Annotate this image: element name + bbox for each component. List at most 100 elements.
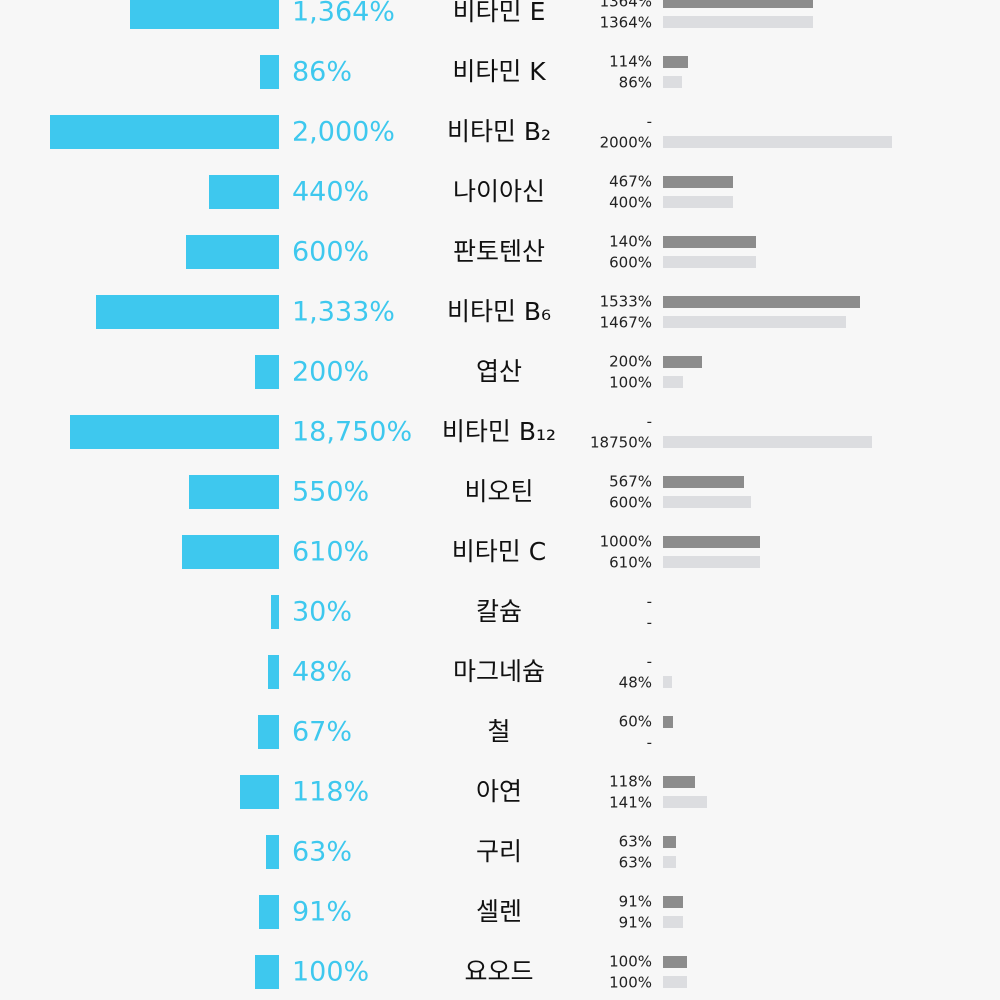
- amount-bar: [258, 715, 279, 749]
- amount-percent: 63%: [292, 837, 352, 868]
- bottom-percent: 2000%: [600, 134, 652, 152]
- bottom-percent: 600%: [609, 494, 652, 512]
- bottom-percent: 91%: [619, 914, 652, 932]
- nutrient-name: 비타민 E: [453, 0, 546, 26]
- nutrient-name: 칼슘: [476, 597, 522, 626]
- amount-percent: 48%: [292, 657, 352, 688]
- top-bar: [663, 956, 687, 968]
- bottom-percent: 86%: [619, 74, 652, 92]
- amount-percent: 610%: [292, 537, 369, 568]
- top-percent: 114%: [609, 53, 652, 71]
- nutrient-name: 구리: [476, 837, 522, 866]
- top-percent: 63%: [619, 833, 652, 851]
- amount-percent: 1,364%: [292, 0, 395, 28]
- amount-percent: 86%: [292, 57, 352, 88]
- amount-bar: [130, 0, 279, 29]
- bottom-percent: 141%: [609, 794, 652, 812]
- top-bar: [663, 0, 813, 8]
- top-percent: 100%: [609, 953, 652, 971]
- top-bar: [663, 356, 702, 368]
- nutrient-name: 비타민 B₆: [447, 297, 551, 326]
- amount-percent: 30%: [292, 597, 352, 628]
- bottom-percent: 600%: [609, 254, 652, 272]
- top-bar: [663, 296, 860, 308]
- top-percent: -: [647, 113, 652, 131]
- amount-percent: 100%: [292, 957, 369, 988]
- nutrient-name: 엽산: [476, 357, 522, 386]
- bottom-bar: [663, 76, 682, 88]
- top-bar: [663, 56, 688, 68]
- top-bar: [663, 716, 673, 728]
- nutrient-name: 비타민 B₁₂: [442, 417, 556, 446]
- amount-percent: 550%: [292, 477, 369, 508]
- bottom-bar: [663, 16, 813, 28]
- bottom-percent: -: [647, 614, 652, 632]
- nutrient-name: 마그네슘: [453, 657, 545, 686]
- top-percent: 1533%: [600, 293, 652, 311]
- top-percent: 118%: [609, 773, 652, 791]
- top-percent: 140%: [609, 233, 652, 251]
- amount-bar: [50, 115, 279, 149]
- nutrient-name: 비타민 B₂: [447, 117, 551, 146]
- top-percent: -: [647, 593, 652, 611]
- amount-bar: [189, 475, 279, 509]
- nutrient-name: 아연: [476, 777, 522, 806]
- bottom-percent: 63%: [619, 854, 652, 872]
- amount-bar: [255, 355, 279, 389]
- top-bar: [663, 536, 760, 548]
- amount-percent: 18,750%: [292, 417, 412, 448]
- amount-percent: 2,000%: [292, 117, 395, 148]
- bottom-bar: [663, 196, 733, 208]
- bottom-bar: [663, 496, 751, 508]
- amount-percent: 118%: [292, 777, 369, 808]
- bottom-bar: [663, 316, 846, 328]
- nutrient-name: 비오틴: [464, 477, 533, 506]
- nutrient-name: 비타민 C: [452, 537, 546, 566]
- nutrient-name: 판토텐산: [453, 237, 545, 266]
- amount-bar: [182, 535, 279, 569]
- bottom-bar: [663, 676, 672, 688]
- bottom-percent: 1364%: [600, 14, 652, 32]
- top-percent: 200%: [609, 353, 652, 371]
- bottom-percent: 100%: [609, 974, 652, 992]
- amount-bar: [96, 295, 279, 329]
- bottom-bar: [663, 976, 687, 988]
- bottom-percent: 1467%: [600, 314, 652, 332]
- top-bar: [663, 836, 676, 848]
- top-percent: -: [647, 413, 652, 431]
- bottom-percent: 100%: [609, 374, 652, 392]
- amount-percent: 440%: [292, 177, 369, 208]
- amount-bar: [186, 235, 279, 269]
- top-percent: 1000%: [600, 533, 652, 551]
- top-percent: 1364%: [600, 0, 652, 11]
- nutrient-name: 비타민 K: [452, 57, 546, 86]
- top-bar: [663, 896, 683, 908]
- amount-bar: [240, 775, 279, 809]
- amount-percent: 200%: [292, 357, 369, 388]
- bottom-percent: 610%: [609, 554, 652, 572]
- amount-bar: [271, 595, 279, 629]
- amount-bar: [268, 655, 279, 689]
- nutrient-name: 요오드: [464, 957, 533, 986]
- bottom-bar: [663, 436, 872, 448]
- amount-bar: [266, 835, 279, 869]
- amount-bar: [209, 175, 279, 209]
- top-percent: 60%: [619, 713, 652, 731]
- bottom-bar: [663, 856, 676, 868]
- bottom-percent: 18750%: [590, 434, 652, 452]
- amount-percent: 600%: [292, 237, 369, 268]
- amount-bar: [259, 895, 279, 929]
- bottom-bar: [663, 136, 892, 148]
- amount-bar: [255, 955, 279, 989]
- bottom-bar: [663, 256, 756, 268]
- nutrient-name: 철: [487, 717, 510, 746]
- bottom-percent: -: [647, 734, 652, 752]
- top-bar: [663, 176, 733, 188]
- bottom-percent: 400%: [609, 194, 652, 212]
- top-percent: -: [647, 653, 652, 671]
- amount-percent: 91%: [292, 897, 352, 928]
- nutrient-name: 나이아신: [453, 177, 545, 206]
- top-bar: [663, 476, 744, 488]
- amount-bar: [70, 415, 279, 449]
